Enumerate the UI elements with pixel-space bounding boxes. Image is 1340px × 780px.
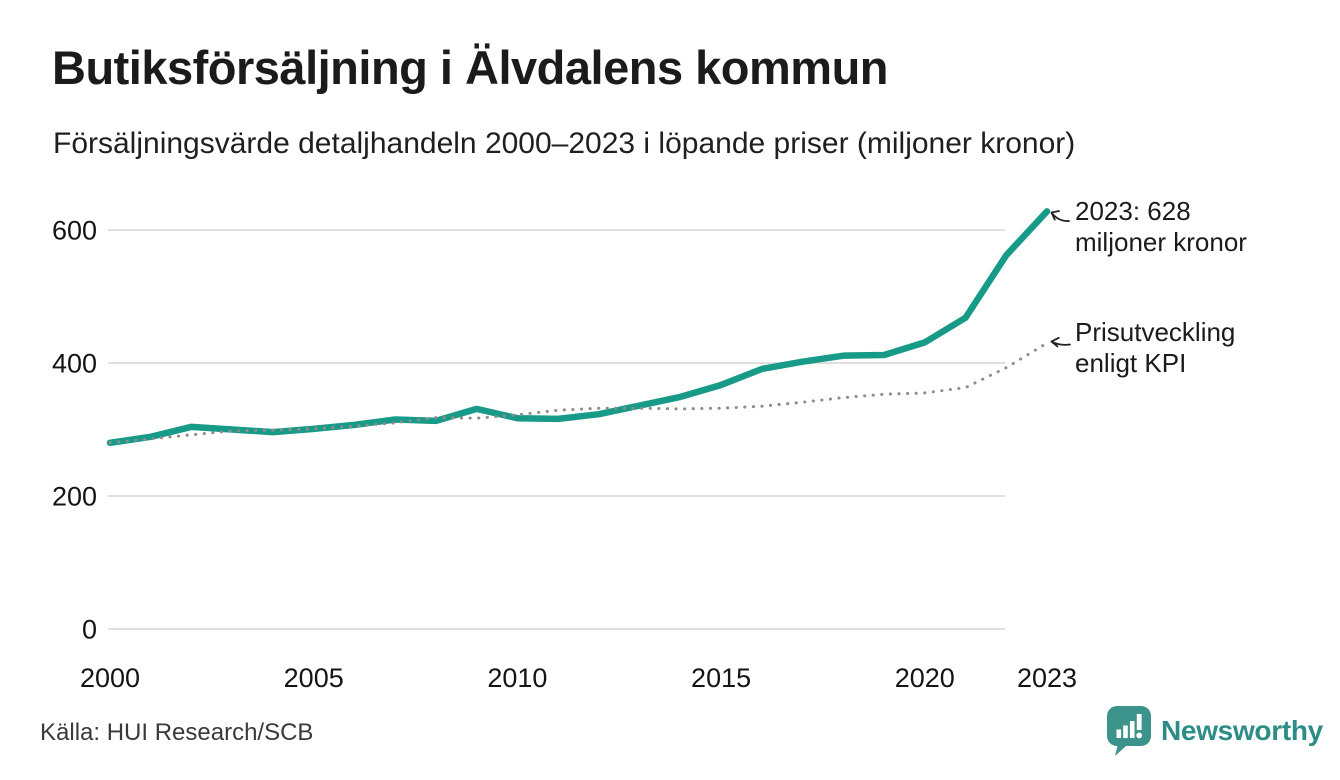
y-tick-label: 600	[52, 216, 97, 246]
newsworthy-logo: Newsworthy	[1106, 705, 1323, 756]
x-tick-label: 2010	[487, 663, 547, 693]
source-credit: Källa: HUI Research/SCB	[40, 719, 314, 746]
series-layer	[106, 208, 1051, 447]
annotation-arrow-icon	[1050, 210, 1070, 222]
kpi-annotation-line2: enligt KPI	[1075, 348, 1187, 378]
x-tick-label: 2023	[1017, 663, 1077, 693]
y-tick-label: 400	[52, 349, 97, 379]
grid-layer	[108, 229, 1005, 630]
annotation-arrow-icon	[1050, 336, 1071, 348]
series-line-sales	[106, 208, 1051, 447]
x-tick-label: 2005	[284, 663, 344, 693]
newsworthy-logo-icon	[1107, 706, 1151, 756]
x-tick-label: 2000	[80, 663, 140, 693]
page-title: Butiksförsäljning i Älvdalens kommun	[52, 41, 889, 94]
y-tick-label: 200	[52, 482, 97, 512]
endpoint-annotation: 2023: 628 miljoner kronor	[1075, 196, 1247, 258]
newsworthy-logo-text: Newsworthy	[1161, 714, 1323, 746]
kpi-annotation: Prisutveckling enligt KPI	[1075, 317, 1235, 379]
endpoint-annotation-line1: 2023: 628	[1075, 196, 1191, 226]
x-tick-label: 2015	[691, 663, 751, 693]
endpoint-annotation-line2: miljoner kronor	[1075, 227, 1247, 257]
y-tick-label: 0	[82, 615, 97, 645]
axis-layer: 0 200 400 600 2000 2005 2010 2015 2020 2023	[52, 216, 1077, 694]
kpi-annotation-line1: Prisutveckling	[1075, 317, 1236, 347]
chart-subtitle: Försäljningsvärde detaljhandeln 2000–202…	[53, 127, 1076, 160]
series-line-kpi	[108, 341, 1049, 445]
x-tick-label: 2020	[895, 663, 955, 693]
